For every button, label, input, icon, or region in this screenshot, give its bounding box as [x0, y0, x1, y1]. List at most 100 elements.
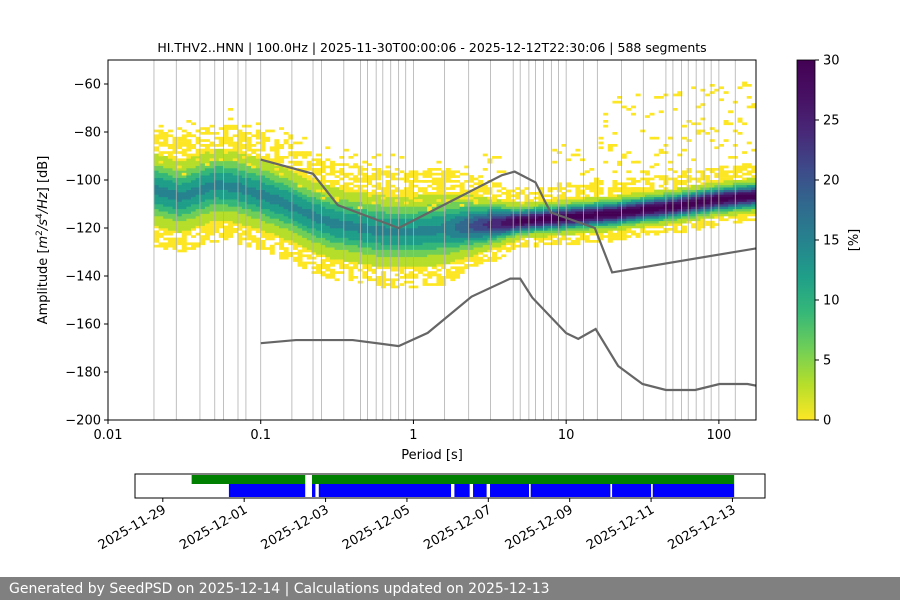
psd-cell	[195, 223, 201, 226]
psd-outlier-cell	[640, 129, 646, 133]
psd-cell	[681, 175, 687, 178]
psd-outlier-cell	[607, 146, 613, 150]
psd-cell	[209, 141, 215, 145]
psd-cell	[241, 170, 247, 174]
psd-cell	[251, 156, 257, 159]
psd-cell	[246, 196, 252, 200]
psd-cell	[681, 204, 687, 207]
psd-cell	[459, 187, 465, 190]
psd-cell	[380, 211, 386, 214]
psd-cell	[237, 240, 243, 243]
psd-cell	[367, 276, 373, 279]
psd-cell	[297, 194, 303, 198]
psd-cell	[654, 223, 660, 226]
psd-outlier-cell	[718, 98, 724, 102]
psd-cell	[691, 223, 697, 226]
psd-cell	[204, 175, 210, 178]
psd-cell	[695, 206, 701, 210]
psd-cell	[367, 261, 373, 265]
psd-cell	[200, 153, 206, 157]
psd-cell	[163, 192, 169, 195]
psd-cell	[158, 242, 164, 246]
psd-cell	[288, 216, 294, 219]
psd-cell	[260, 144, 266, 147]
psd-cell	[269, 228, 275, 231]
psd-cell	[153, 194, 159, 198]
psd-cell	[399, 252, 405, 255]
psd-cell	[343, 223, 349, 226]
psd-cell	[626, 220, 632, 224]
psd-cell	[367, 206, 373, 210]
psd-cell	[672, 228, 678, 231]
psd-cell	[542, 213, 549, 217]
psd-cell	[612, 196, 618, 200]
psd-cell	[501, 204, 507, 207]
psd-outlier-cell	[283, 132, 289, 135]
psd-cell	[742, 177, 748, 181]
psd-cell	[334, 230, 340, 234]
psd-cell	[311, 182, 317, 186]
psd-cell	[492, 247, 498, 250]
psd-cell	[566, 220, 572, 224]
psd-cell	[417, 187, 423, 190]
psd-cell	[292, 259, 298, 262]
psd-cell	[288, 230, 294, 234]
psd-cell	[343, 201, 349, 205]
psd-cell	[292, 172, 298, 176]
psd-cell	[209, 180, 215, 183]
psd-cell	[260, 196, 266, 200]
psd-cell	[413, 244, 419, 248]
psd-cell	[635, 223, 641, 226]
psd-cell	[681, 201, 687, 205]
psd-cell	[241, 216, 247, 219]
psd-cell	[251, 151, 257, 154]
psd-outlier-cell	[390, 153, 396, 157]
psd-cell	[214, 220, 220, 224]
psd-cell	[367, 211, 373, 214]
psd-outlier-cell	[561, 187, 567, 190]
psd-cell	[496, 211, 502, 214]
psd-cell	[237, 160, 243, 164]
psd-cell	[695, 187, 701, 190]
psd-cell	[603, 208, 609, 212]
psd-cell	[279, 175, 285, 178]
psd-cell	[223, 192, 229, 195]
psd-cell	[612, 235, 618, 238]
psd-cell	[306, 180, 312, 183]
psd-cell	[654, 175, 660, 178]
psd-cell	[274, 204, 280, 207]
psd-cell	[325, 240, 331, 243]
psd-cell	[292, 201, 298, 205]
psd-cell	[348, 165, 354, 169]
psd-cell	[431, 244, 437, 248]
psd-cell	[575, 208, 581, 212]
psd-cell	[417, 206, 423, 210]
psd-cell	[153, 237, 159, 241]
psd-outlier-cell	[334, 199, 340, 202]
psd-cell	[473, 256, 479, 260]
psd-cell	[681, 172, 687, 176]
psd-cell	[436, 182, 442, 186]
psd-cell	[283, 220, 289, 224]
psd-cell	[640, 199, 646, 202]
psd-cell	[269, 158, 275, 162]
psd-cell	[200, 223, 206, 226]
psd-cell	[260, 225, 266, 229]
psd-cell	[658, 223, 664, 226]
psd-cell	[353, 256, 359, 260]
psd-cell	[394, 232, 400, 236]
psd-cell	[394, 285, 400, 289]
psd-cell	[672, 204, 678, 207]
psd-cell	[538, 201, 544, 205]
psd-cell	[288, 208, 294, 212]
psd-cell	[265, 153, 271, 157]
psd-cell	[306, 235, 312, 238]
psd-cell	[269, 175, 275, 178]
psd-cell	[408, 252, 414, 255]
timeline-ticks: 2025-11-29 2025-12-01 2025-12-03 2025-12-05…	[96, 498, 738, 553]
psd-cell	[200, 242, 206, 246]
psd-cell	[367, 175, 373, 178]
psd-cell	[681, 187, 687, 190]
psd-cell	[274, 182, 280, 186]
psd-cell	[718, 204, 724, 207]
